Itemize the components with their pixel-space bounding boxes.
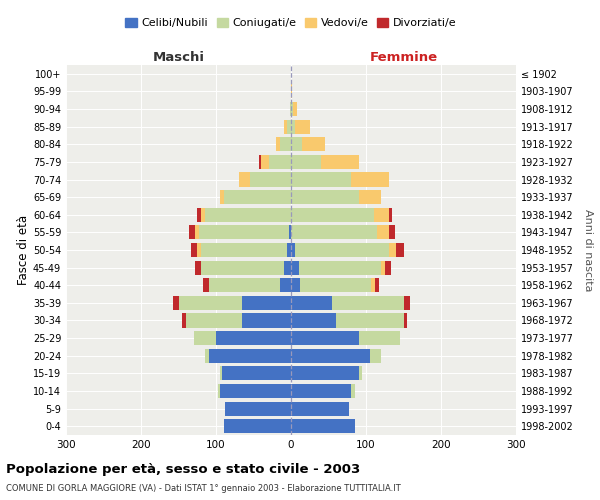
Bar (197, 208, 201, 222)
Bar (336, 314, 404, 328)
Bar (287, 120, 291, 134)
Bar (404, 314, 407, 328)
Bar (295, 120, 310, 134)
Bar (291, 243, 295, 257)
Bar (291, 84, 292, 98)
Bar (284, 120, 287, 134)
Bar (280, 278, 291, 292)
Bar (291, 296, 332, 310)
Bar (381, 260, 385, 274)
Bar (370, 348, 381, 363)
Bar (193, 331, 216, 345)
Bar (201, 260, 284, 274)
Bar (173, 296, 179, 310)
Bar (261, 155, 269, 169)
Bar (295, 243, 389, 257)
Bar (389, 243, 396, 257)
Bar (220, 366, 222, 380)
Bar (371, 278, 375, 292)
Bar (291, 155, 321, 169)
Bar (220, 384, 291, 398)
Bar (223, 190, 291, 204)
Bar (359, 366, 362, 380)
Bar (195, 226, 199, 239)
Bar (375, 278, 379, 292)
Bar (195, 260, 201, 274)
Bar (359, 190, 381, 204)
Bar (291, 172, 351, 186)
Bar (250, 172, 291, 186)
Bar (259, 155, 261, 169)
Bar (242, 296, 291, 310)
Bar (291, 208, 373, 222)
Text: COMUNE DI GORLA MAGGIORE (VA) - Dati ISTAT 1° gennaio 2003 - Elaborazione TUTTIT: COMUNE DI GORLA MAGGIORE (VA) - Dati IST… (6, 484, 401, 493)
Y-axis label: Anni di nascita: Anni di nascita (583, 209, 593, 291)
Bar (242, 314, 291, 328)
Bar (189, 226, 195, 239)
Bar (222, 366, 291, 380)
Bar (186, 314, 242, 328)
Bar (182, 314, 186, 328)
Bar (225, 402, 291, 415)
Bar (396, 243, 404, 257)
Bar (293, 102, 297, 116)
Bar (201, 208, 205, 222)
Bar (291, 331, 359, 345)
Bar (287, 243, 291, 257)
Bar (291, 402, 349, 415)
Bar (302, 137, 325, 152)
Bar (197, 243, 201, 257)
Bar (289, 226, 291, 239)
Bar (291, 366, 359, 380)
Bar (385, 260, 391, 274)
Bar (290, 102, 291, 116)
Bar (191, 243, 197, 257)
Bar (359, 331, 400, 345)
Bar (201, 243, 287, 257)
Bar (332, 296, 404, 310)
Bar (199, 226, 289, 239)
Bar (377, 226, 389, 239)
Bar (351, 172, 389, 186)
Bar (389, 208, 392, 222)
Bar (203, 278, 209, 292)
Bar (291, 226, 377, 239)
Bar (291, 278, 300, 292)
Bar (276, 137, 280, 152)
Y-axis label: Fasce di età: Fasce di età (17, 215, 30, 285)
Bar (299, 260, 381, 274)
Bar (223, 419, 291, 433)
Text: Femmine: Femmine (370, 51, 437, 64)
Bar (389, 226, 395, 239)
Bar (404, 296, 409, 310)
Bar (291, 260, 299, 274)
Bar (205, 348, 209, 363)
Bar (321, 155, 359, 169)
Bar (209, 348, 291, 363)
Text: Popolazione per età, sesso e stato civile - 2003: Popolazione per età, sesso e stato civil… (6, 462, 360, 475)
Bar (291, 348, 370, 363)
Bar (205, 208, 291, 222)
Bar (218, 384, 220, 398)
Bar (179, 296, 242, 310)
Bar (291, 137, 302, 152)
Bar (291, 190, 359, 204)
Bar (209, 278, 280, 292)
Bar (291, 120, 295, 134)
Bar (291, 102, 293, 116)
Bar (216, 331, 291, 345)
Bar (291, 314, 336, 328)
Bar (300, 278, 371, 292)
Legend: Celibi/Nubili, Coniugati/e, Vedovi/e, Divorziati/e: Celibi/Nubili, Coniugati/e, Vedovi/e, Di… (121, 13, 461, 32)
Bar (220, 190, 223, 204)
Bar (351, 384, 355, 398)
Bar (284, 260, 291, 274)
Bar (291, 419, 355, 433)
Text: Maschi: Maschi (152, 51, 205, 64)
Bar (280, 137, 291, 152)
Bar (373, 208, 389, 222)
Bar (239, 172, 250, 186)
Bar (291, 384, 351, 398)
Bar (269, 155, 291, 169)
